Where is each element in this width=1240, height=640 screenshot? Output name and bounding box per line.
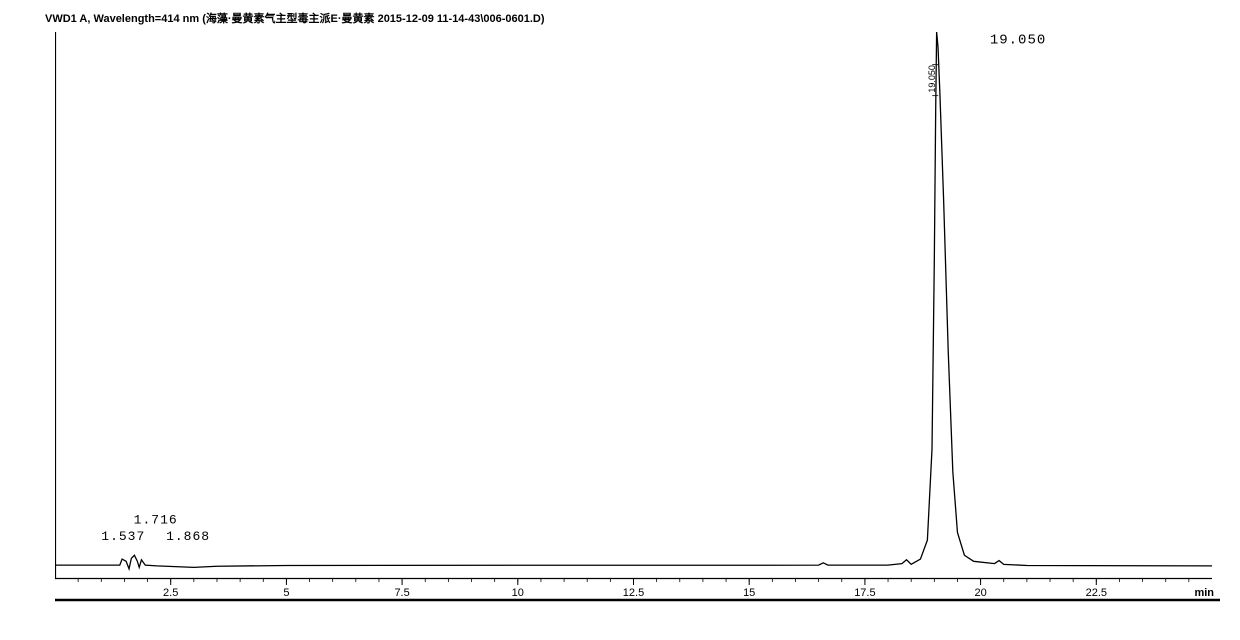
- svg-text:12.5: 12.5: [623, 587, 644, 599]
- svg-text:19.050: 19.050: [927, 65, 937, 93]
- svg-text:1.537: 1.537: [101, 529, 145, 544]
- svg-text:17.5: 17.5: [854, 587, 875, 599]
- svg-text:min: min: [1194, 587, 1214, 599]
- svg-text:22.5: 22.5: [1086, 587, 1107, 599]
- svg-text:1.716: 1.716: [134, 512, 178, 527]
- chromatogram-chart: VWD1 A, Wavelength=414 nm (海藻·曼黄素气主型毒主派E…: [0, 0, 1240, 640]
- svg-text:7.5: 7.5: [394, 587, 409, 599]
- svg-text:2.5: 2.5: [163, 587, 178, 599]
- plot-area: 0102030405060mAU2.557.51012.51517.52022.…: [55, 30, 1220, 600]
- svg-text:1.868: 1.868: [166, 529, 210, 544]
- svg-text:5: 5: [283, 587, 289, 599]
- chart-title: VWD1 A, Wavelength=414 nm (海藻·曼黄素气主型毒主派E…: [45, 10, 545, 26]
- svg-text:20: 20: [974, 587, 986, 599]
- svg-text:19.050: 19.050: [990, 32, 1046, 48]
- svg-text:10: 10: [512, 587, 524, 599]
- svg-text:15: 15: [743, 587, 755, 599]
- chart-svg: 0102030405060mAU2.557.51012.51517.52022.…: [55, 30, 1220, 630]
